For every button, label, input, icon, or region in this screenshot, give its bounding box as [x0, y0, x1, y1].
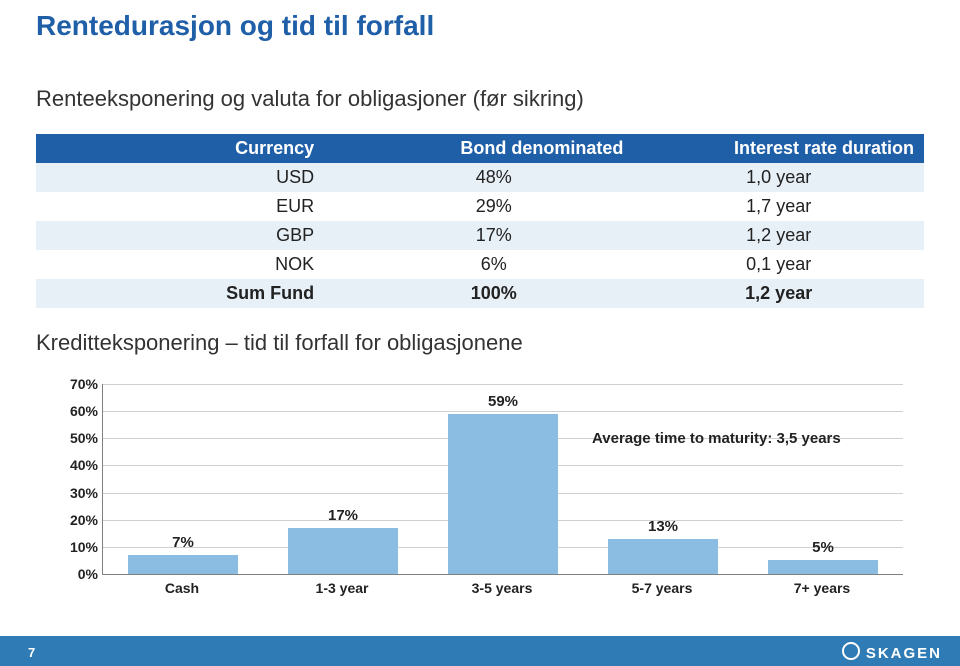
table-row: GBP17%1,2 year: [36, 221, 924, 250]
table-cell: 29%: [354, 192, 633, 221]
footer-bar: 7 SKAGEN: [0, 636, 960, 666]
chart-xtick: 1-3 year: [262, 580, 422, 596]
page-number: 7: [28, 645, 35, 660]
table-cell: GBP: [36, 221, 354, 250]
table-cell: 100%: [354, 279, 633, 308]
table-row: Sum Fund100%1,2 year: [36, 279, 924, 308]
table-cell: 17%: [354, 221, 633, 250]
chart-xtick: 5-7 years: [582, 580, 742, 596]
table-cell: 6%: [354, 250, 633, 279]
chart-bar: [448, 414, 558, 574]
chart-gridline: [103, 384, 903, 385]
table-row: EUR29%1,7 year: [36, 192, 924, 221]
chart-bar: [288, 528, 398, 574]
chart-ytick: 20%: [54, 512, 98, 528]
chart-ytick: 50%: [54, 430, 98, 446]
chart-xtick: 7+ years: [742, 580, 902, 596]
table-cell: 1,2 year: [633, 279, 924, 308]
chart-ytick: 40%: [54, 457, 98, 473]
subtitle-credit: Kreditteksponering – tid til forfall for…: [36, 330, 523, 356]
table-cell: 0,1 year: [633, 250, 924, 279]
chart-ytick: 70%: [54, 376, 98, 392]
chart-bar: [608, 539, 718, 574]
table-cell: 1,2 year: [633, 221, 924, 250]
table-cell: 1,7 year: [633, 192, 924, 221]
chart-ytick: 60%: [54, 403, 98, 419]
maturity-bar-chart: 7%17%59%13%5% 0%10%20%30%40%50%60%70% Ca…: [54, 384, 904, 604]
brand-logo: SKAGEN: [842, 642, 942, 662]
chart-bar-label: 17%: [288, 507, 398, 524]
table-row: NOK6%0,1 year: [36, 250, 924, 279]
table-cell: USD: [36, 163, 354, 192]
table-row: USD48%1,0 year: [36, 163, 924, 192]
table-cell: 1,0 year: [633, 163, 924, 192]
chart-bar-label: 7%: [128, 534, 238, 551]
chart-ytick: 30%: [54, 485, 98, 501]
chart-annotation: Average time to maturity: 3,5 years: [592, 430, 841, 447]
table-header-row: Currency Bond denominated Interest rate …: [36, 134, 924, 163]
table-cell: EUR: [36, 192, 354, 221]
logo-ring-icon: [842, 642, 860, 660]
chart-ytick: 0%: [54, 566, 98, 582]
chart-bar-label: 59%: [448, 393, 558, 410]
col-duration: Interest rate duration: [633, 134, 924, 163]
col-currency: Currency: [36, 134, 354, 163]
brand-name: SKAGEN: [866, 645, 942, 662]
chart-ytick: 10%: [54, 539, 98, 555]
chart-plot-area: 7% 17% 59% 13% 5%: [102, 384, 903, 575]
chart-bar: [768, 560, 878, 574]
chart-bar-label: 13%: [608, 518, 718, 535]
col-denominated: Bond denominated: [354, 134, 633, 163]
table-body: USD48%1,0 yearEUR29%1,7 yearGBP17%1,2 ye…: [36, 163, 924, 308]
currency-table: Currency Bond denominated Interest rate …: [36, 134, 924, 308]
table-cell: Sum Fund: [36, 279, 354, 308]
chart-gridline: [103, 411, 903, 412]
chart-bar: [128, 555, 238, 574]
chart-xtick: Cash: [102, 580, 262, 596]
table-cell: 48%: [354, 163, 633, 192]
chart-xtick: 3-5 years: [422, 580, 582, 596]
page-title: Rentedurasjon og tid til forfall: [36, 10, 434, 42]
chart-bar-label: 5%: [768, 539, 878, 556]
table-cell: NOK: [36, 250, 354, 279]
subtitle-exposure: Renteeksponering og valuta for obligasjo…: [36, 86, 584, 112]
